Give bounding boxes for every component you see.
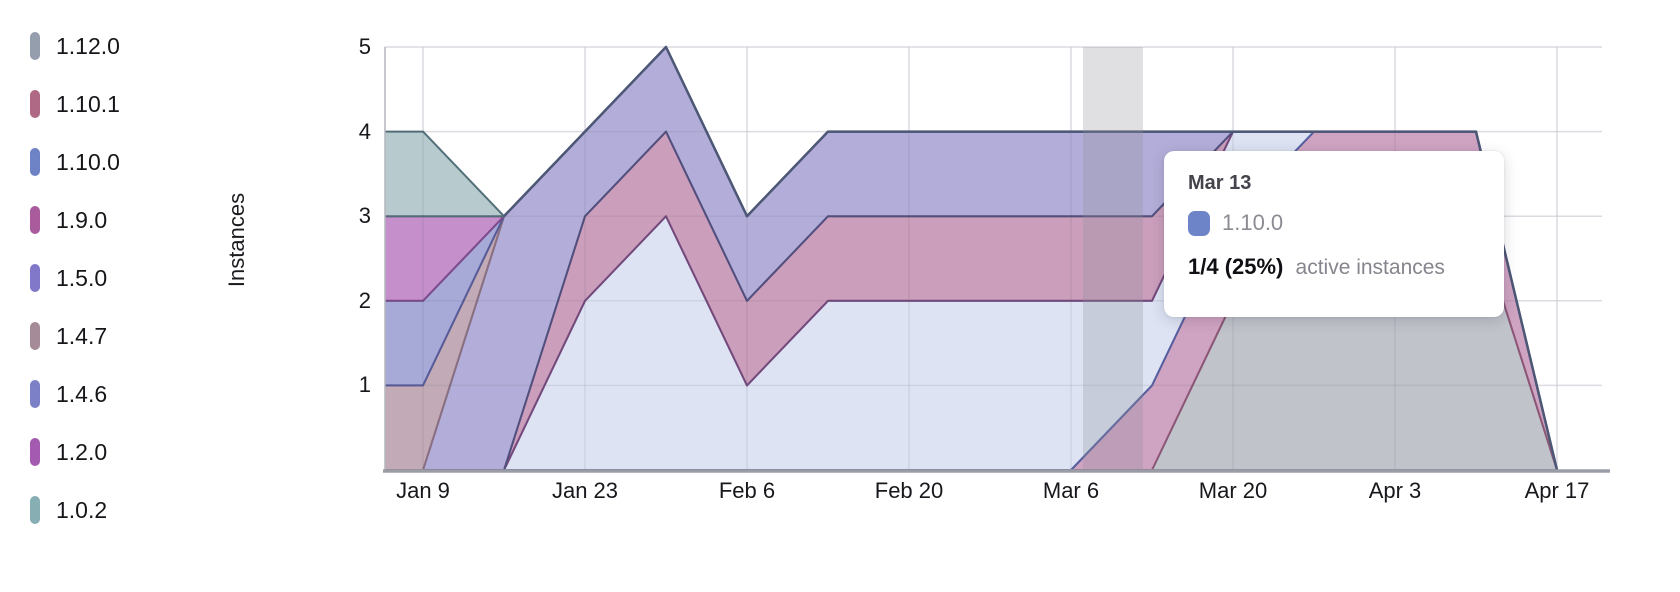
legend-label: 1.10.0 [56,148,120,175]
legend-swatch-icon [30,32,40,60]
y-tick-label-5: 5 [358,34,371,59]
x-tick-label-jan-9: Jan 9 [396,478,450,503]
legend-swatch-icon [30,496,40,524]
legend-swatch-icon [30,206,40,234]
x-tick-label-feb-6: Feb 6 [718,478,776,503]
legend-item-1.10.1[interactable]: 1.10.1 [30,89,120,119]
legend-label: 1.9.0 [56,206,108,233]
legend-swatch-icon [30,438,40,466]
tooltip-date: Mar 13 [1188,172,1252,194]
chart-tooltip: Mar 13 1.10.0 1/4 (25%) active instances [1164,151,1504,317]
legend-swatch-icon [30,322,40,350]
legend-item-1.2.0[interactable]: 1.2.0 [30,437,107,467]
y-tick-label-2: 2 [358,287,371,313]
legend-item-1.12.0[interactable]: 1.12.0 [30,31,120,61]
x-tick-label-mar-20: Mar 20 [1198,478,1268,503]
legend-item-1.4.6[interactable]: 1.4.6 [30,379,107,409]
legend-label: 1.0.2 [56,496,108,523]
y-tick-label-4: 4 [358,118,371,144]
x-tick-label-jan-23: Jan 23 [551,478,619,503]
legend-item-1.0.2[interactable]: 1.0.2 [30,495,107,525]
legend-swatch-icon [30,380,40,408]
legend-label: 1.10.1 [56,90,120,117]
x-tick-label-apr-17: Apr 17 [1524,478,1590,503]
legend-label: 1.12.0 [56,32,120,59]
legend-label: 1.2.0 [56,438,108,465]
legend-swatch-icon [30,264,40,292]
legend-item-1.9.0[interactable]: 1.9.0 [30,205,107,235]
legend-label: 1.4.6 [56,380,108,407]
y-tick-label-1: 1 [358,372,371,398]
y-tick-label-3: 3 [358,203,371,229]
x-tick-label-feb-20: Feb 20 [874,478,944,503]
tooltip-series-name: 1.10.0 [1222,210,1284,235]
legend-item-1.10.0[interactable]: 1.10.0 [30,147,120,177]
legend-label: 1.4.7 [56,322,108,349]
legend-label: 1.5.0 [56,264,108,291]
stack-total-line [503,45,1559,471]
tooltip-value-suffix: active instances [1295,256,1445,279]
hover-column [1083,47,1143,470]
x-tick-label-mar-6: Mar 6 [1042,478,1100,503]
x-tick-label-apr-3: Apr 3 [1368,478,1422,503]
legend-item-1.4.7[interactable]: 1.4.7 [30,321,107,351]
tooltip-value-line: 1/4 (25%) active instances [1188,254,1480,280]
legend-swatch-icon [30,148,40,176]
tooltip-series-swatch [1188,210,1210,236]
legend-swatch-icon [30,90,40,118]
legend-item-1.5.0[interactable]: 1.5.0 [30,263,107,293]
tooltip-value: 1/4 (25%) [1188,254,1284,279]
